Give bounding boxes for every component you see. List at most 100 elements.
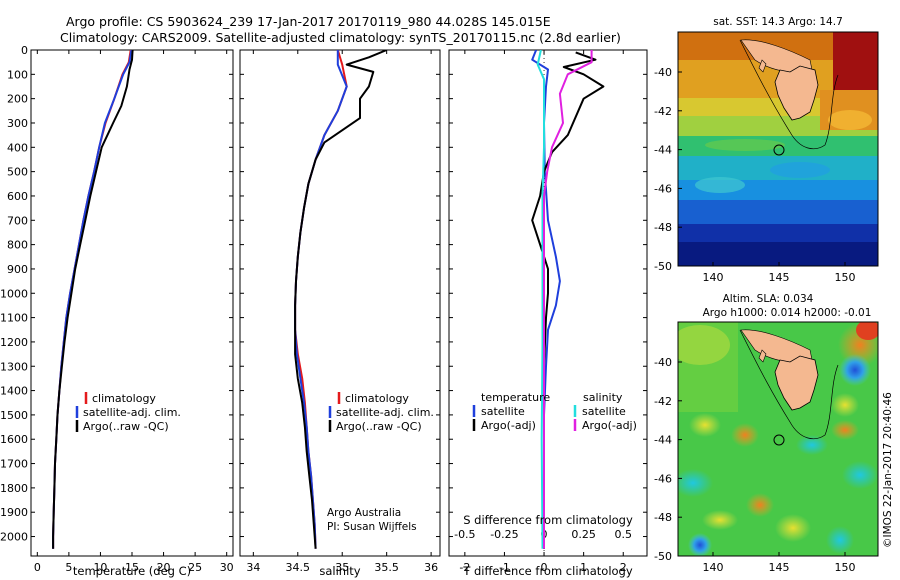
latitude-tick-label: -50 xyxy=(654,260,672,273)
difference-xlabel: T difference from climatology xyxy=(462,564,633,578)
depth-tick-label: 1000 xyxy=(0,287,28,300)
temperature-x-tick-label: 25 xyxy=(188,561,202,574)
latitude-tick-label: -44 xyxy=(654,434,672,447)
latitude-tick-label: -44 xyxy=(654,144,672,157)
temperature-x-axis: 0 5 10 15 20 25 30 xyxy=(34,50,234,574)
legend-label-temp-satellite: satellite xyxy=(481,405,525,418)
depth-tick-label: 0 xyxy=(21,44,28,57)
depth-tick-label: 1400 xyxy=(0,385,28,398)
depth-tick-label: 1800 xyxy=(0,482,28,495)
latitude-tick-label: -40 xyxy=(654,66,672,79)
series-line-salinity-argo-adj xyxy=(543,50,593,549)
latitude-tick-label: -50 xyxy=(654,550,672,563)
depth-tick-label: 1300 xyxy=(0,360,28,373)
series-line-satellite-adj-clim xyxy=(294,50,348,549)
figure-title-line1: Argo profile: CS 5903624_239 17-Jan-2017… xyxy=(66,14,551,29)
latitude-tick-label: -42 xyxy=(654,105,672,118)
sla-field xyxy=(678,322,878,556)
latitude-tick-label: -46 xyxy=(654,182,672,195)
salinity-series xyxy=(294,50,388,549)
series-line-argo-raw-qc xyxy=(294,50,388,549)
shelf-contour xyxy=(739,329,839,440)
legend-label-satellite: satellite-adj. clim. xyxy=(336,406,434,419)
salinity-x-tick-label: 35.5 xyxy=(374,561,399,574)
difference-series xyxy=(531,50,605,549)
depth-tick-label: 700 xyxy=(7,214,28,227)
sst-map-axes: -40 -42 -44 -46 -48 -50 140 145 150 xyxy=(654,66,855,284)
longitude-tick-label: 140 xyxy=(703,271,724,284)
legend-heading-salinity: salinity xyxy=(583,391,623,404)
depth-tick-label: 500 xyxy=(7,166,28,179)
depth-tick-label: 200 xyxy=(7,93,28,106)
sst-field xyxy=(678,32,878,266)
legend-label-climatology: climatology xyxy=(345,392,409,405)
depth-tick-label: 100 xyxy=(7,68,28,81)
pi-label: PI: Susan Wijffels xyxy=(327,521,417,533)
difference-x-tick-label: 0 xyxy=(541,561,548,574)
temperature-xlabel: temperature (deg C) xyxy=(73,564,191,578)
latitude-tick-label: -40 xyxy=(654,356,672,369)
legend-label-climatology: climatology xyxy=(92,392,156,405)
sst-map-title: sat. SST: 14.3 Argo: 14.7 xyxy=(713,16,843,28)
argo-float-location-marker xyxy=(773,144,785,156)
temperature-x-tick-label: 5 xyxy=(65,561,72,574)
depth-tick-label: 1700 xyxy=(0,458,28,471)
difference-x-tick-label: -1 xyxy=(499,561,510,574)
depth-tick-label: 1200 xyxy=(0,336,28,349)
depth-tick-label: 800 xyxy=(7,239,28,252)
temperature-x-tick-label: 20 xyxy=(157,561,171,574)
difference-x-tick-label: 1 xyxy=(580,561,587,574)
series-line-climatology xyxy=(52,50,132,549)
depth-tick-label: 2000 xyxy=(0,531,28,544)
depth-tick-label: 1100 xyxy=(0,312,28,325)
legend-label-temp-argo: Argo(-adj) xyxy=(481,419,536,432)
longitude-tick-label: 150 xyxy=(835,561,856,574)
legend-label-argo: Argo(..raw -QC) xyxy=(83,420,169,433)
mainland-australia-shape xyxy=(740,329,813,363)
difference-x-tick-label: -2 xyxy=(459,561,470,574)
temperature-legend: climatology satellite-adj. clim. Argo(..… xyxy=(75,392,181,433)
longitude-tick-label: 140 xyxy=(703,561,724,574)
tasmania-shape xyxy=(774,65,819,121)
king-island-shape xyxy=(758,59,767,73)
difference-x-tick-label: 2 xyxy=(620,561,627,574)
legend-label-argo: Argo(..raw -QC) xyxy=(336,420,422,433)
difference-y-ticks xyxy=(449,49,647,538)
sla-map-title-line2: Argo h1000: 0.014 h2000: -0.01 xyxy=(703,307,872,319)
temperature-axes-frame xyxy=(30,49,234,557)
salinity-difference-tick-label: -0.5 xyxy=(454,528,475,541)
salinity-x-axis: 34 34.5 35 35.5 36 xyxy=(246,50,438,574)
depth-tick-label: 400 xyxy=(7,141,28,154)
latitude-tick-label: -42 xyxy=(654,395,672,408)
salinity-x-tick-label: 34 xyxy=(246,561,260,574)
legend-heading-temperature: temperature xyxy=(481,391,550,404)
series-line-satellite-adj-clim xyxy=(52,50,133,549)
latitude-tick-label: -46 xyxy=(654,472,672,485)
agency-label: Argo Australia xyxy=(327,507,401,519)
difference-panel: -2 -1 0 1 2 -0.5 -0.25 0 0.25 0.5 T difference f… xyxy=(448,49,648,578)
salinity-legend: climatology satellite-adj. clim. Argo(..… xyxy=(328,392,434,433)
difference-legend: temperature salinity satellite Argo(-adj… xyxy=(472,391,637,432)
salinity-axes-frame xyxy=(239,49,441,557)
salinity-y-ticks xyxy=(240,49,440,538)
shelf-contour xyxy=(739,39,839,150)
depth-axis: 0 100 200 300 400 500 600 700 800 900 1000 1100 1200… xyxy=(0,44,233,544)
depth-tick-label: 900 xyxy=(7,263,28,276)
sst-map-frame xyxy=(677,31,879,267)
series-line-temperature-satellite xyxy=(531,50,561,549)
series-line-climatology xyxy=(294,50,348,549)
salinity-x-tick-label: 36 xyxy=(424,561,438,574)
temperature-series xyxy=(52,50,134,549)
latitude-tick-label: -48 xyxy=(654,221,672,234)
salinity-difference-tick-label: -0.25 xyxy=(490,528,518,541)
depth-tick-label: 600 xyxy=(7,190,28,203)
argo-float-location-marker xyxy=(773,434,785,446)
figure-title-line2: Climatology: CARS2009. Satellite-adjuste… xyxy=(60,30,621,45)
difference-axes-frame xyxy=(448,49,648,557)
depth-tick-label: 1600 xyxy=(0,433,28,446)
legend-label-sal-argo: Argo(-adj) xyxy=(582,419,637,432)
temperature-x-tick-label: 10 xyxy=(93,561,107,574)
longitude-tick-label: 145 xyxy=(769,561,790,574)
sla-map-frame xyxy=(677,321,879,557)
